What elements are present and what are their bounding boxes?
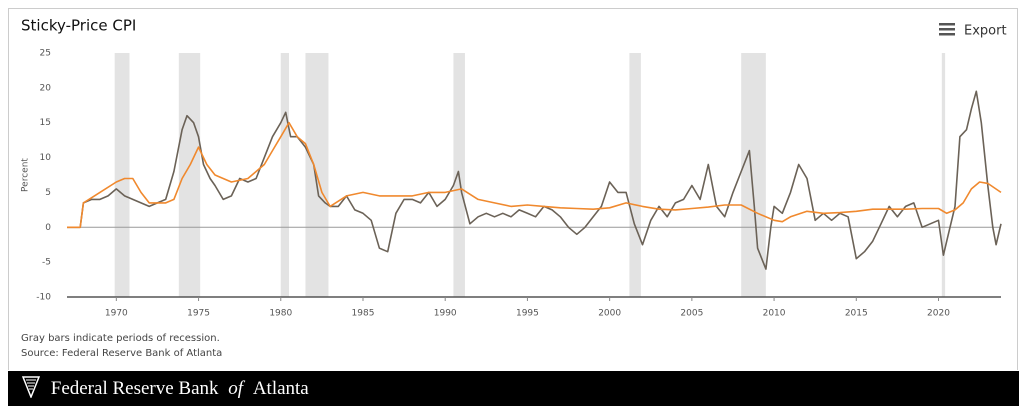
recession-band — [114, 53, 130, 297]
export-button[interactable]: Export — [939, 23, 1007, 39]
menu-icon — [939, 28, 955, 31]
y-tick-label: -10 — [36, 293, 51, 303]
recession-band — [178, 53, 201, 297]
x-tick-label: 1990 — [434, 309, 457, 319]
menu-icon — [939, 23, 955, 26]
export-label[interactable]: Export — [964, 24, 1007, 39]
x-tick-label: 1980 — [269, 309, 292, 319]
x-tick-label: 2005 — [680, 309, 703, 319]
recession-band — [629, 53, 641, 297]
recession-band — [741, 53, 766, 297]
brand: Federal Reserve Bank — [50, 378, 219, 399]
y-tick-label: -5 — [42, 258, 51, 268]
y-tick-label: 10 — [40, 153, 52, 163]
chart-title: Sticky-Price CPI — [21, 17, 136, 35]
recession-band — [941, 53, 946, 297]
x-tick-label: 2020 — [927, 309, 950, 319]
x-tick-label: 1975 — [187, 309, 210, 319]
note: Gray bars indicate periods of recession. — [21, 333, 220, 344]
x-tick-label: 1995 — [516, 309, 539, 319]
y-tick-label: 20 — [40, 83, 52, 93]
y-tick-label: 5 — [45, 188, 51, 198]
y-tick-label: 15 — [40, 118, 51, 128]
y-axis-label: Percent — [21, 158, 31, 192]
y-tick-label: 25 — [40, 49, 51, 59]
series-line — [67, 90, 1002, 270]
series-line — [67, 121, 1002, 229]
x-tick-label: 1970 — [105, 309, 128, 319]
footer: Federal Reserve Bank of Atlanta — [8, 371, 1019, 406]
logo — [21, 376, 41, 400]
brand: Atlanta — [252, 378, 309, 399]
brand: of — [228, 378, 244, 399]
note: Source: Federal Reserve Bank of Atlanta — [21, 348, 222, 359]
x-tick-label: 1985 — [352, 309, 375, 319]
chart-frame — [8, 8, 1018, 370]
menu-icon — [939, 33, 955, 36]
x-tick-label: 2000 — [598, 309, 621, 319]
y-tick-label: 0 — [45, 223, 51, 233]
chart: Sticky-Price CPI Export Percent Gray bar… — [21, 17, 1007, 360]
x-tick-label: 2010 — [763, 309, 786, 319]
plot-area — [67, 53, 1002, 297]
recession-band — [280, 53, 289, 297]
x-tick-label: 2015 — [845, 309, 868, 319]
